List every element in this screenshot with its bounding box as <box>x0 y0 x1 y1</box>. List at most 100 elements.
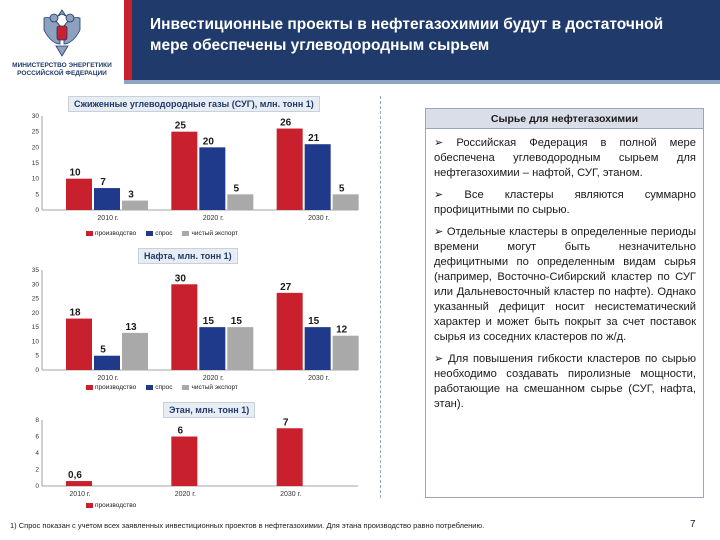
bar-value-label: 7 <box>283 417 289 428</box>
legend-swatch <box>86 384 93 390</box>
y-tick-label: 20 <box>32 310 40 317</box>
y-tick-label: 25 <box>32 129 40 136</box>
bar <box>332 194 359 210</box>
bar <box>66 178 92 210</box>
bar <box>227 327 254 370</box>
y-tick-label: 15 <box>32 160 40 167</box>
bar <box>276 292 303 370</box>
legend-label: спрос <box>155 384 173 391</box>
chart-legend: производство спрос чистый экспорт <box>86 230 238 237</box>
y-tick-label: 30 <box>32 281 40 288</box>
category-label: 2020 г. <box>175 491 196 498</box>
y-tick-label: 0 <box>35 483 39 490</box>
bar-value-label: 15 <box>231 316 243 327</box>
ethane-chart-title: Этан, млн. тонн 1) <box>163 402 256 418</box>
bar-value-label: 21 <box>308 133 320 144</box>
bullet-item: ➢ Российская Федерация в полной мере обе… <box>434 137 696 179</box>
lpg-chart: Сжиженные углеводородные газы (СУГ), млн… <box>28 96 368 246</box>
legend-swatch <box>182 230 190 236</box>
y-tick-label: 2 <box>35 467 39 474</box>
panel-body: ➢ Российская Федерация в полной мере обе… <box>434 136 696 419</box>
category-label: 2010 г. <box>69 491 90 498</box>
legend-swatch <box>182 384 190 390</box>
legend-swatch <box>86 502 93 508</box>
bar-value-label: 15 <box>308 316 320 327</box>
legend-item: производство <box>86 502 136 509</box>
bar <box>332 335 359 370</box>
chart-legend: производство <box>86 502 136 509</box>
page-number: 7 <box>690 519 696 530</box>
bar-value-label: 15 <box>203 316 215 327</box>
header-bar <box>124 0 720 80</box>
bar-value-label: 3 <box>128 190 134 201</box>
legend-swatch <box>146 384 154 390</box>
legend-swatch <box>146 230 154 236</box>
bar-value-label: 12 <box>336 325 348 336</box>
category-label: 2020 г. <box>203 215 224 222</box>
bar <box>304 327 331 370</box>
y-tick-label: 0 <box>35 207 39 214</box>
bar-value-label: 18 <box>69 308 81 319</box>
y-tick-label: 35 <box>32 267 40 274</box>
y-tick-label: 20 <box>32 144 40 151</box>
bar <box>66 481 92 486</box>
y-tick-label: 15 <box>32 324 40 331</box>
footnote: 1) Спрос показан с учетом всех заявленны… <box>10 521 485 530</box>
panel-title: Сырье для нефтегазохимии <box>426 109 703 129</box>
header-accent-line <box>124 80 720 84</box>
legend-label: чистый экспорт <box>191 230 238 237</box>
y-tick-label: 25 <box>32 296 40 303</box>
bar-value-label: 5 <box>100 345 106 356</box>
bar <box>199 147 226 210</box>
y-tick-label: 10 <box>32 176 40 183</box>
ministry-logo: МИНИСТЕРСТВО ЭНЕРГЕТИКИ РОССИЙСКОЙ ФЕДЕР… <box>4 4 120 90</box>
bar-value-label: 20 <box>203 136 215 147</box>
chart-canvas: 0 5 10 15 20 25 30 10 7 3 2010 г. 25 20 5 2020 г. 26 21 5… <box>32 113 359 222</box>
category-label: 2030 г. <box>280 491 301 498</box>
category-label: 2010 г. <box>97 375 118 382</box>
category-label: 2010 г. <box>97 215 118 222</box>
bar <box>122 200 148 210</box>
bar-value-label: 25 <box>175 121 187 132</box>
arrow-bullet-icon: ➢ <box>434 353 449 365</box>
legend-label: производство <box>95 230 137 237</box>
column-divider <box>380 96 381 498</box>
legend-item: чистый экспорт <box>182 230 238 237</box>
legend-label: чистый экспорт <box>191 384 238 391</box>
bar <box>94 188 120 210</box>
bar <box>171 436 198 486</box>
arrow-bullet-icon: ➢ <box>434 189 465 201</box>
legend-item: производство <box>86 384 136 391</box>
chart-canvas: 0 2 4 6 8 0,6 2010 г. 6 2020 г. 7 2030 г. <box>35 417 358 498</box>
legend-label: спрос <box>155 230 173 237</box>
chart-canvas: 0 5 10 15 20 25 30 35 18 5 13 2010 г. 30 15 15 2020 г. 2… <box>32 267 359 382</box>
feedstock-panel: Сырье для нефтегазохимии ➢ Российская Фе… <box>425 108 704 498</box>
bar-value-label: 5 <box>339 183 345 194</box>
bar-value-label: 5 <box>234 183 240 194</box>
bar <box>199 327 226 370</box>
bar <box>276 128 303 210</box>
legend-item: производство <box>86 230 136 237</box>
bar <box>66 318 92 370</box>
y-tick-label: 0 <box>35 367 39 374</box>
bullet-item: ➢ Для повышения гибкости кластеров по сы… <box>434 353 697 410</box>
bar-value-label: 0,6 <box>68 470 82 481</box>
logo-text: МИНИСТЕРСТВО ЭНЕРГЕТИКИ РОССИЙСКОЙ ФЕДЕР… <box>12 62 112 77</box>
legend-label: производство <box>95 384 137 391</box>
bullet-item: ➢ Отдельные кластеры в определенные пери… <box>434 226 697 343</box>
bar <box>227 194 254 210</box>
ethane-chart: Этан, млн. тонн 1) 0 2 4 6 8 0,6 2010 г. 6 2020 … <box>28 402 368 514</box>
bar <box>171 284 198 370</box>
y-tick-label: 5 <box>35 191 39 198</box>
bullet-item: ➢ Все кластеры являются суммарно профици… <box>434 189 696 216</box>
naphtha-chart: Нафта, млн. тонн 1) 0 5 10 15 20 25 30 35 18 5 13 2… <box>28 248 368 400</box>
bar-value-label: 26 <box>280 118 292 129</box>
bar <box>94 355 120 370</box>
category-label: 2030 г. <box>308 375 329 382</box>
bar <box>171 131 198 210</box>
bar <box>276 428 303 486</box>
legend-swatch <box>86 230 93 236</box>
lpg-chart-title: Сжиженные углеводородные газы (СУГ), млн… <box>68 96 320 112</box>
legend-label: производство <box>95 502 137 509</box>
bar-value-label: 27 <box>280 282 292 293</box>
